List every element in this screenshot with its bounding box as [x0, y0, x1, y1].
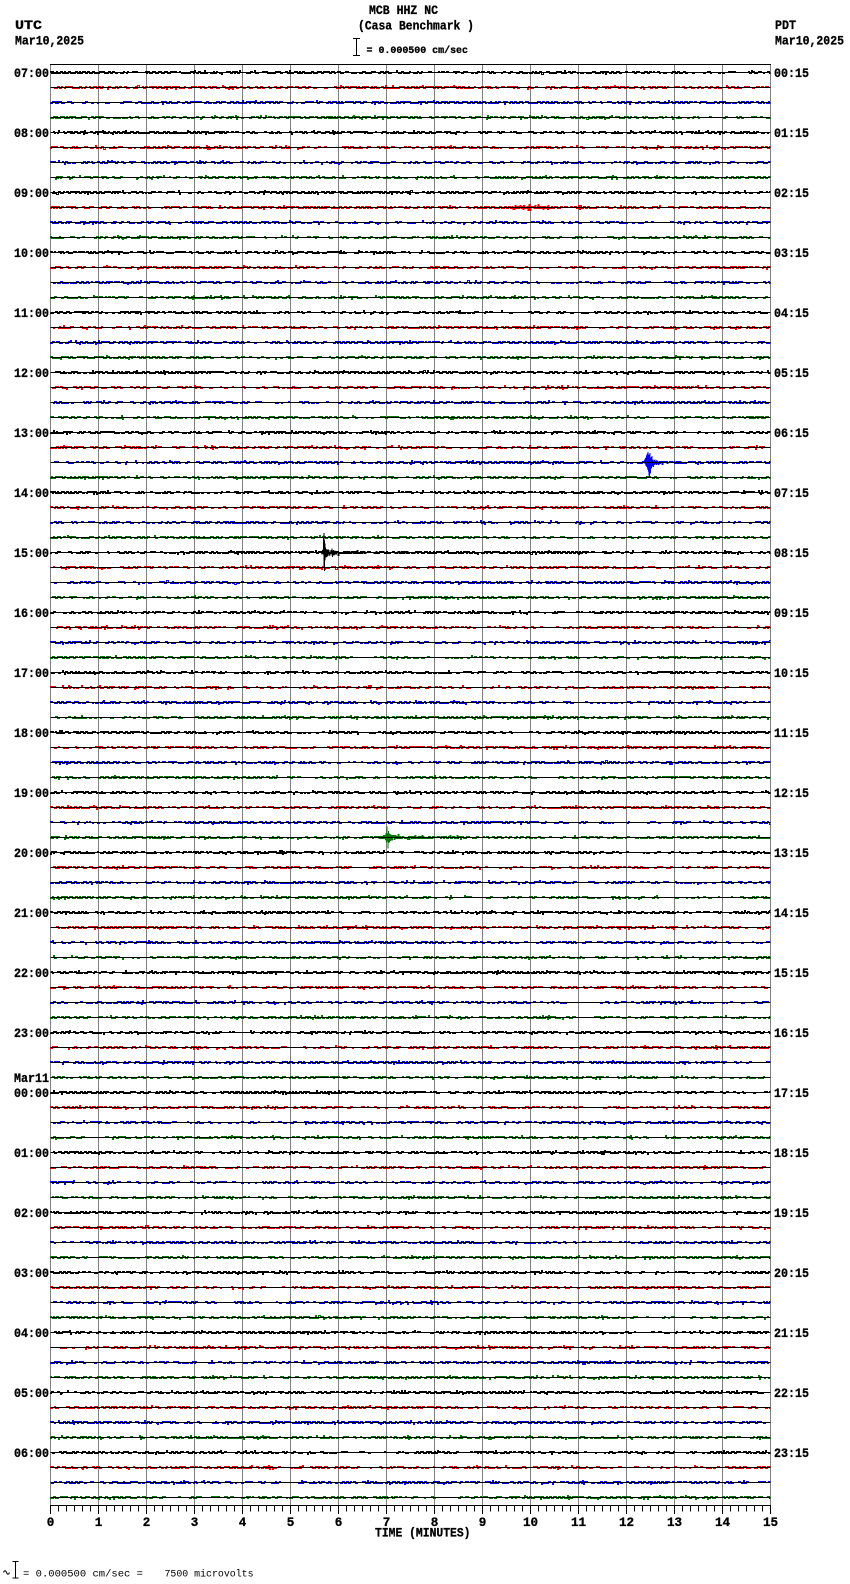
- svg-text:9: 9: [479, 1516, 487, 1530]
- svg-text:18:00: 18:00: [14, 727, 49, 741]
- svg-text:(Casa Benchmark ): (Casa Benchmark ): [358, 20, 474, 34]
- svg-text:20:00: 20:00: [14, 847, 49, 861]
- svg-text:22:15: 22:15: [774, 1387, 809, 1401]
- svg-text:03:15: 03:15: [774, 247, 809, 261]
- svg-text:00:00: 00:00: [14, 1087, 49, 1101]
- svg-text:11:00: 11:00: [14, 307, 49, 321]
- svg-text:04:15: 04:15: [774, 307, 809, 321]
- svg-text:23:15: 23:15: [774, 1447, 809, 1461]
- svg-text:17:00: 17:00: [14, 667, 49, 681]
- svg-text:UTC: UTC: [15, 19, 43, 33]
- svg-text:Mar10,2025: Mar10,2025: [775, 35, 844, 49]
- svg-text:02:00: 02:00: [14, 1207, 49, 1221]
- svg-text:05:00: 05:00: [14, 1387, 49, 1401]
- svg-text:0: 0: [47, 1516, 55, 1530]
- svg-text:5: 5: [287, 1516, 295, 1530]
- svg-text:MCB HHZ NC: MCB HHZ NC: [369, 4, 438, 18]
- svg-text:19:15: 19:15: [774, 1207, 809, 1221]
- svg-text:20:15: 20:15: [774, 1267, 809, 1281]
- svg-text:7: 7: [383, 1516, 391, 1530]
- svg-text:Mar10,2025: Mar10,2025: [15, 35, 84, 49]
- svg-text:11:15: 11:15: [774, 727, 809, 741]
- svg-text:12:15: 12:15: [774, 787, 809, 801]
- svg-text:18:15: 18:15: [774, 1147, 809, 1161]
- svg-text:19:00: 19:00: [14, 787, 49, 801]
- svg-text:09:15: 09:15: [774, 607, 809, 621]
- svg-text:23:00: 23:00: [14, 1027, 49, 1041]
- svg-text:13:15: 13:15: [774, 847, 809, 861]
- svg-text:8: 8: [431, 1516, 439, 1530]
- svg-text:22:00: 22:00: [14, 967, 49, 981]
- svg-text:10: 10: [523, 1516, 538, 1530]
- svg-text:15:15: 15:15: [774, 967, 809, 981]
- svg-text:06:15: 06:15: [774, 427, 809, 441]
- svg-text:16:00: 16:00: [14, 607, 49, 621]
- svg-text:15: 15: [763, 1516, 778, 1530]
- svg-text:4: 4: [239, 1516, 247, 1530]
- svg-text:14:15: 14:15: [774, 907, 809, 921]
- svg-text:6: 6: [335, 1516, 343, 1530]
- svg-text:2: 2: [143, 1516, 151, 1530]
- svg-text:21:15: 21:15: [774, 1327, 809, 1341]
- svg-text:01:00: 01:00: [14, 1147, 49, 1161]
- svg-text:09:00: 09:00: [14, 187, 49, 201]
- svg-text:Mar11: Mar11: [14, 1072, 49, 1086]
- svg-text:02:15: 02:15: [774, 187, 809, 201]
- svg-text:7500 microvolts: 7500 microvolts: [165, 1569, 254, 1581]
- svg-text:01:15: 01:15: [774, 127, 809, 141]
- svg-text:00:15: 00:15: [774, 67, 809, 81]
- svg-text:17:15: 17:15: [774, 1087, 809, 1101]
- svg-text:13: 13: [667, 1516, 682, 1530]
- svg-text:= 0.000500 cm/sec =: = 0.000500 cm/sec =: [23, 1569, 143, 1581]
- svg-text:3: 3: [191, 1516, 199, 1530]
- svg-text:PDT: PDT: [775, 19, 796, 33]
- svg-text:1: 1: [95, 1516, 103, 1530]
- svg-text:08:15: 08:15: [774, 547, 809, 561]
- svg-text:03:00: 03:00: [14, 1267, 49, 1281]
- svg-text:TIME (MINUTES): TIME (MINUTES): [375, 1527, 471, 1541]
- svg-text:07:00: 07:00: [14, 67, 49, 81]
- svg-text:10:00: 10:00: [14, 247, 49, 261]
- svg-text:12:00: 12:00: [14, 367, 49, 381]
- svg-text:= 0.000500 cm/sec: = 0.000500 cm/sec: [367, 45, 469, 57]
- svg-text:04:00: 04:00: [14, 1327, 49, 1341]
- svg-text:10:15: 10:15: [774, 667, 809, 681]
- svg-text:16:15: 16:15: [774, 1027, 809, 1041]
- svg-text:05:15: 05:15: [774, 367, 809, 381]
- svg-text:11: 11: [571, 1516, 587, 1530]
- svg-text:06:00: 06:00: [14, 1447, 49, 1461]
- svg-text:12: 12: [619, 1516, 634, 1530]
- svg-text:07:15: 07:15: [774, 487, 809, 501]
- svg-text:21:00: 21:00: [14, 907, 49, 921]
- svg-text:14:00: 14:00: [14, 487, 49, 501]
- svg-text:14: 14: [715, 1516, 731, 1530]
- svg-text:13:00: 13:00: [14, 427, 49, 441]
- svg-text:15:00: 15:00: [14, 547, 49, 561]
- svg-text:08:00: 08:00: [14, 127, 49, 141]
